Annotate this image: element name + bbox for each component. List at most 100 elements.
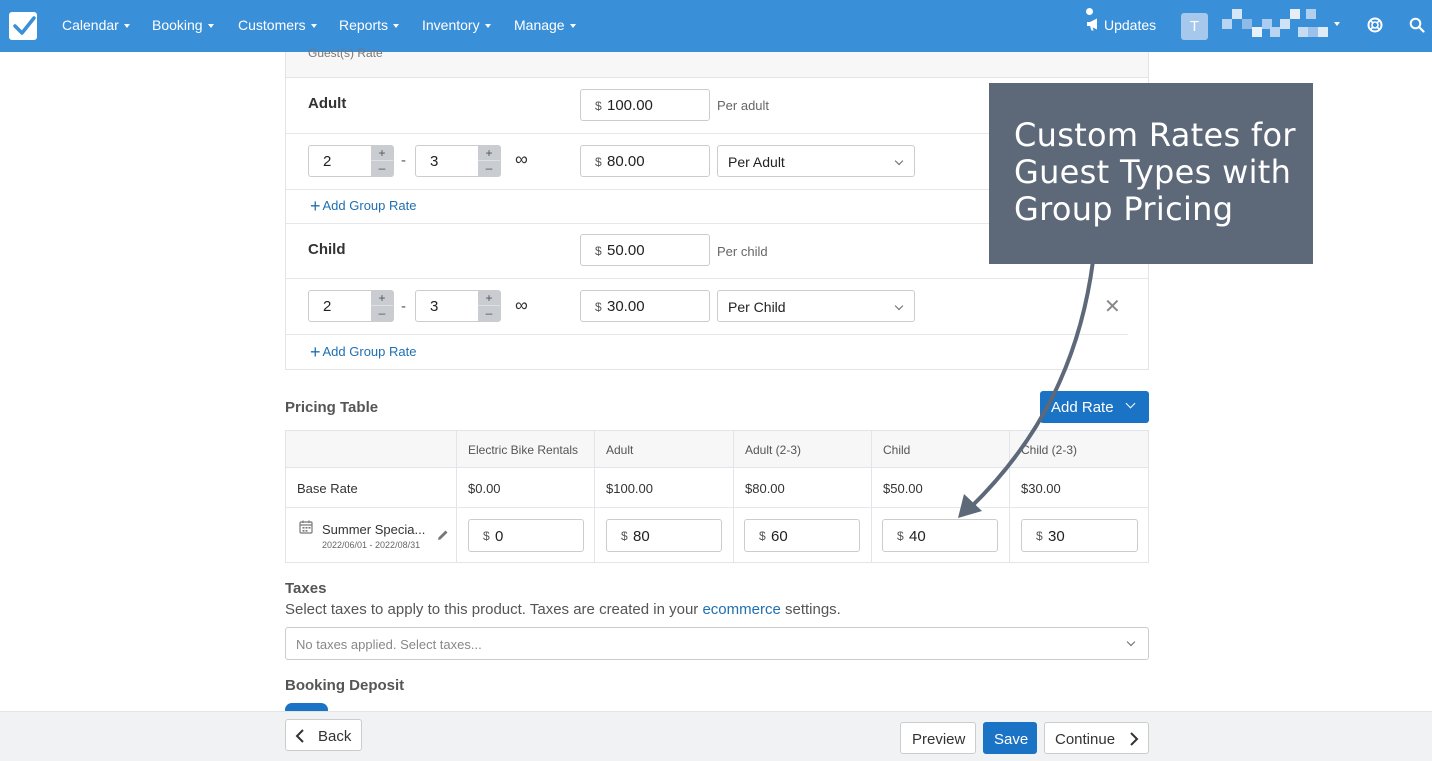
child-group-rate-input[interactable]: $ 30.00 bbox=[580, 290, 710, 322]
nav-reports[interactable]: Reports bbox=[339, 17, 400, 33]
infinity-toggle[interactable]: ∞ bbox=[515, 295, 528, 315]
updates-label: Updates bbox=[1104, 17, 1157, 33]
divider bbox=[286, 334, 1128, 335]
stepper-increment-button[interactable]: + bbox=[371, 291, 393, 306]
season-rate-input[interactable]: $60 bbox=[744, 519, 860, 552]
column-divider bbox=[594, 431, 595, 562]
chevron-left-icon bbox=[295, 729, 304, 743]
base-rate-cell: $30.00 bbox=[1021, 481, 1061, 496]
stepper-increment-button[interactable]: + bbox=[478, 146, 500, 161]
stepper-value: 2 bbox=[323, 153, 332, 170]
chevron-down-icon bbox=[207, 24, 214, 29]
adult-add-group-rate-link[interactable]: + Add Group Rate bbox=[310, 196, 416, 217]
divider bbox=[286, 189, 1128, 190]
season-rate-input[interactable]: $0 bbox=[468, 519, 584, 552]
nav-manage[interactable]: Manage bbox=[514, 17, 576, 33]
nav-calendar-label: Calendar bbox=[62, 17, 119, 33]
child-row-title: Child bbox=[308, 241, 346, 258]
nav-manage-label: Manage bbox=[514, 17, 565, 33]
taxes-description: Select taxes to apply to this product. T… bbox=[285, 601, 841, 618]
pricing-table-title: Pricing Table bbox=[285, 399, 379, 416]
account-name-pixelated[interactable] bbox=[1222, 9, 1342, 39]
chevron-right-icon bbox=[1130, 732, 1139, 746]
column-divider bbox=[1009, 431, 1010, 562]
stepper-increment-button[interactable]: + bbox=[478, 291, 500, 306]
search-icon[interactable] bbox=[1409, 17, 1425, 36]
base-rate-label: Base Rate bbox=[297, 481, 358, 496]
base-rate-cell: $50.00 bbox=[883, 481, 923, 496]
column-divider bbox=[733, 431, 734, 562]
child-group-unit-select[interactable]: Per Child bbox=[717, 290, 915, 322]
column-divider bbox=[456, 431, 457, 562]
child-group-min-stepper[interactable]: 2 + – bbox=[308, 290, 394, 322]
season-rate-value: 80 bbox=[633, 528, 650, 545]
season-rate-input[interactable]: $80 bbox=[606, 519, 722, 552]
edit-pencil-icon[interactable] bbox=[437, 528, 449, 544]
divider bbox=[286, 133, 1148, 134]
avatar[interactable]: T bbox=[1181, 13, 1208, 40]
stepper-decrement-button[interactable]: – bbox=[485, 161, 493, 175]
child-add-group-rate-link[interactable]: + Add Group Rate bbox=[310, 342, 416, 363]
currency-symbol: $ bbox=[759, 529, 766, 543]
preview-button[interactable]: Preview bbox=[900, 722, 976, 754]
chevron-down-icon bbox=[1125, 398, 1136, 409]
guest-rates-panel: Guest(s) Rate Adult $ 100.00 Per adult 2… bbox=[285, 46, 1149, 370]
back-label: Back bbox=[318, 728, 352, 745]
column-header: Adult (2-3) bbox=[745, 443, 802, 457]
infinity-toggle[interactable]: ∞ bbox=[515, 149, 528, 169]
base-rate-cell: $80.00 bbox=[745, 481, 785, 496]
plus-icon: + bbox=[310, 196, 321, 216]
nav-inventory[interactable]: Inventory bbox=[422, 17, 491, 33]
stepper-buttons: + – bbox=[478, 291, 500, 321]
base-rate-cell: $100.00 bbox=[606, 481, 653, 496]
continue-button[interactable]: Continue bbox=[1044, 722, 1149, 754]
range-separator: - bbox=[401, 152, 406, 169]
season-rate-value: 30 bbox=[1048, 528, 1065, 545]
currency-symbol: $ bbox=[595, 99, 602, 113]
season-name: Summer Specia... bbox=[322, 522, 426, 537]
stepper-decrement-button[interactable]: – bbox=[485, 306, 493, 320]
guest-rates-header-label: Guest(s) Rate bbox=[308, 46, 383, 60]
season-rate-value: 60 bbox=[771, 528, 788, 545]
nav-booking[interactable]: Booking bbox=[152, 17, 214, 33]
nav-calendar[interactable]: Calendar bbox=[62, 17, 130, 33]
taxes-title: Taxes bbox=[285, 580, 327, 597]
currency-symbol: $ bbox=[483, 529, 490, 543]
ecommerce-link[interactable]: ecommerce bbox=[702, 601, 781, 618]
stepper-buttons: + – bbox=[478, 146, 500, 176]
help-lifebuoy-icon[interactable] bbox=[1367, 17, 1383, 36]
season-rate-input[interactable]: $40 bbox=[882, 519, 998, 552]
chevron-down-icon bbox=[393, 24, 400, 29]
currency-symbol: $ bbox=[1036, 529, 1043, 543]
booking-deposit-title: Booking Deposit bbox=[285, 677, 405, 694]
chevron-down-icon bbox=[894, 301, 904, 311]
adult-group-max-stepper[interactable]: 3 + – bbox=[415, 145, 501, 177]
stepper-value: 2 bbox=[323, 298, 332, 315]
child-group-max-stepper[interactable]: 3 + – bbox=[415, 290, 501, 322]
column-divider bbox=[871, 431, 872, 562]
child-rate-input[interactable]: $ 50.00 bbox=[580, 234, 710, 266]
adult-group-rate-input[interactable]: $ 80.00 bbox=[580, 145, 710, 177]
add-rate-button[interactable]: Add Rate bbox=[1040, 391, 1149, 423]
chevron-down-icon bbox=[569, 24, 576, 29]
updates-button[interactable]: Updates bbox=[1086, 17, 1156, 33]
adult-group-unit-select[interactable]: Per Adult bbox=[717, 145, 915, 177]
nav-reports-label: Reports bbox=[339, 17, 389, 33]
season-rate-input[interactable]: $30 bbox=[1021, 519, 1138, 552]
adult-group-min-stepper[interactable]: 2 + – bbox=[308, 145, 394, 177]
adult-rate-input[interactable]: $ 100.00 bbox=[580, 89, 710, 121]
app-logo-checkmark-icon[interactable] bbox=[9, 12, 37, 40]
stepper-decrement-button[interactable]: – bbox=[378, 161, 386, 175]
taxes-select[interactable]: No taxes applied. Select taxes... bbox=[285, 627, 1149, 660]
stepper-decrement-button[interactable]: – bbox=[378, 306, 386, 320]
divider bbox=[286, 278, 1148, 279]
stepper-increment-button[interactable]: + bbox=[371, 146, 393, 161]
taxes-desc-text-end: settings. bbox=[780, 601, 841, 618]
save-button[interactable]: Save bbox=[983, 722, 1037, 754]
remove-group-rate-close-icon[interactable]: ✕ bbox=[1104, 296, 1121, 318]
season-dates: 2022/06/01 - 2022/08/31 bbox=[322, 540, 421, 550]
nav-customers[interactable]: Customers bbox=[238, 17, 317, 33]
adult-row-title: Adult bbox=[308, 95, 347, 112]
currency-symbol: $ bbox=[595, 244, 602, 258]
back-button[interactable]: Back bbox=[285, 719, 362, 751]
